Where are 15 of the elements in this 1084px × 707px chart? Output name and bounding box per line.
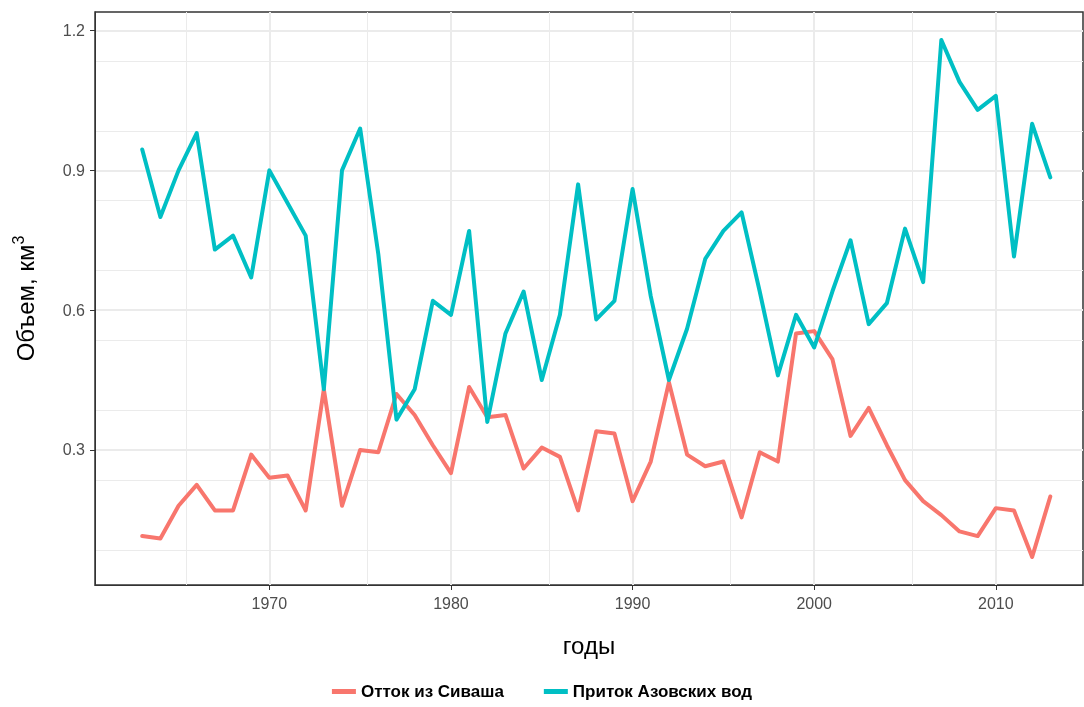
line-series [140, 37, 1053, 424]
x-axis-title: годы [562, 631, 616, 659]
y-tick-label: 1.2 [62, 22, 86, 40]
legend-label: Отток из Сиваша [360, 682, 505, 701]
x-tick-label: 1980 [433, 594, 469, 612]
y-tick-label: 0.3 [62, 441, 86, 459]
x-tick-label: 1970 [251, 594, 288, 612]
line-series [140, 329, 1053, 560]
legend-label: Приток Азовских вод [572, 682, 753, 701]
y-tick-label: 0.6 [62, 301, 86, 319]
y-axis-title: Объем, км3 [9, 235, 39, 362]
x-tick-label: 2010 [978, 594, 1014, 612]
x-tick-label: 2000 [796, 594, 833, 612]
x-tick-label: 1990 [614, 594, 651, 612]
y-tick-label: 0.9 [62, 161, 86, 179]
